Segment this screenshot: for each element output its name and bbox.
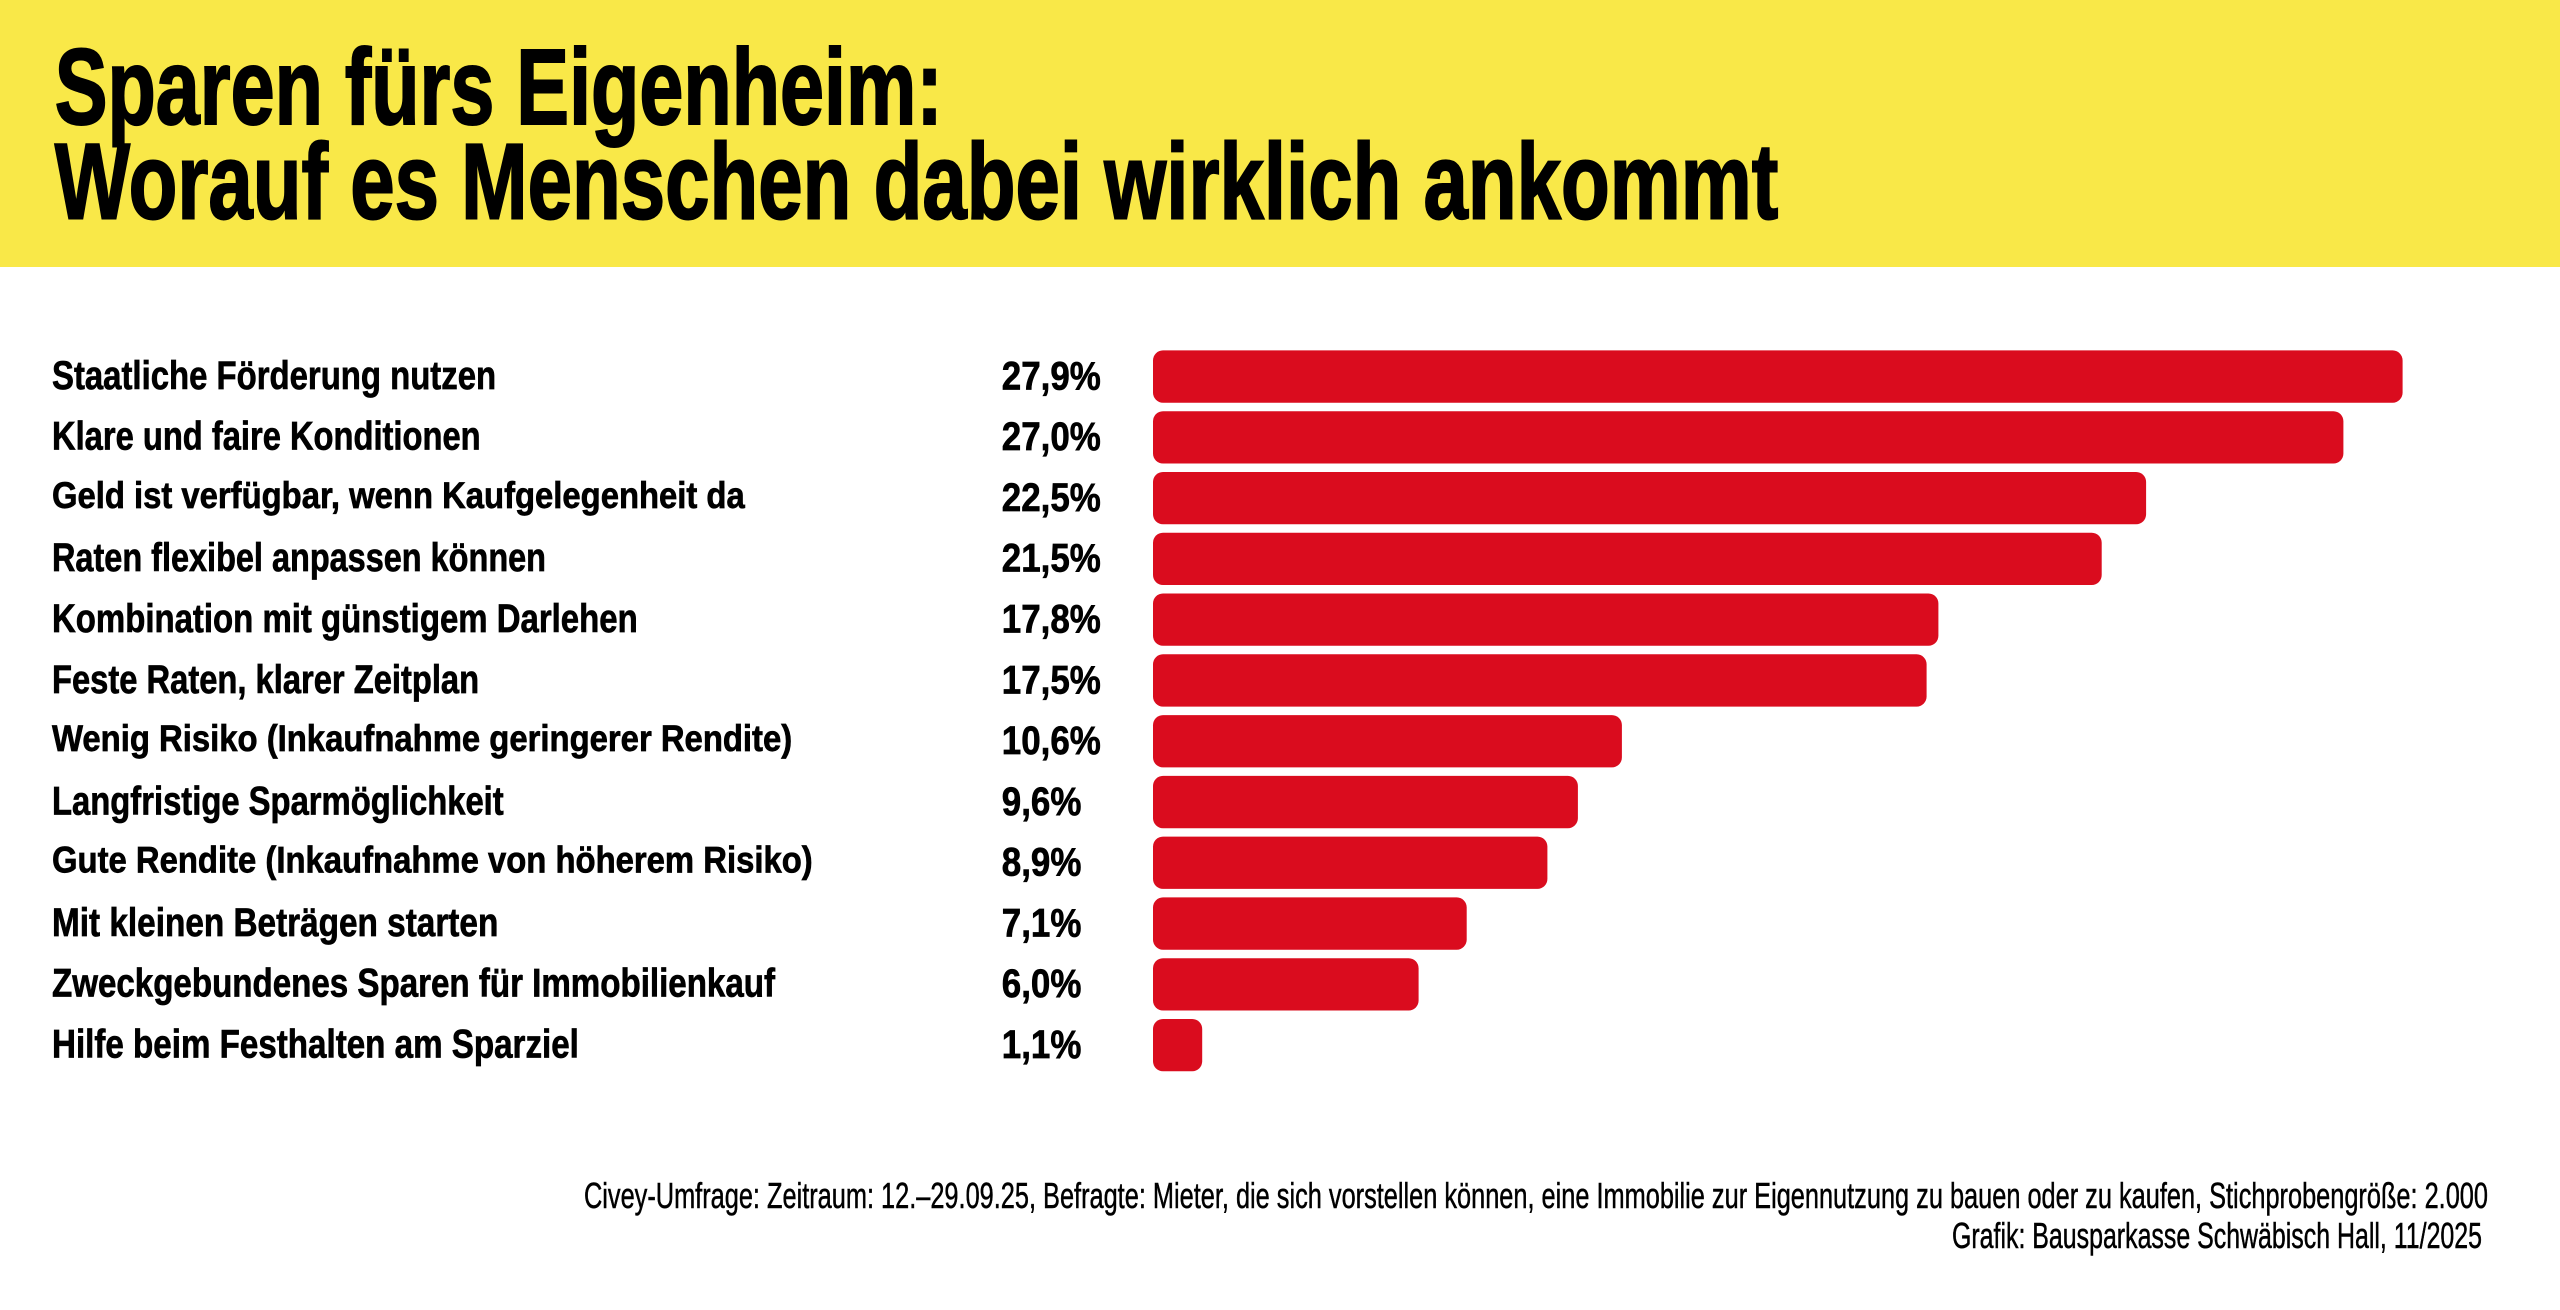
svg-text:27,0%: 27,0% bbox=[1002, 414, 1101, 459]
svg-text:Raten flexibel anpassen können: Raten flexibel anpassen können bbox=[52, 535, 546, 580]
svg-text:Civey-Umfrage: Zeitraum: 12.–2: Civey-Umfrage: Zeitraum: 12.–29.09.25, B… bbox=[584, 1176, 2488, 1216]
svg-text:17,5%: 17,5% bbox=[1002, 657, 1101, 702]
svg-text:6,0%: 6,0% bbox=[1002, 961, 1082, 1006]
svg-text:9,6%: 9,6% bbox=[1002, 779, 1082, 824]
svg-text:10,6%: 10,6% bbox=[1002, 718, 1101, 763]
svg-text:Mit kleinen Beträgen starten: Mit kleinen Beträgen starten bbox=[52, 900, 498, 945]
svg-text:Worauf es Menschen dabei wirkl: Worauf es Menschen dabei wirklich ankomm… bbox=[55, 121, 1779, 242]
svg-text:Staatliche Förderung nutzen: Staatliche Förderung nutzen bbox=[52, 353, 496, 398]
svg-text:Klare und faire Konditionen: Klare und faire Konditionen bbox=[52, 414, 481, 459]
svg-text:17,8%: 17,8% bbox=[1002, 597, 1101, 642]
svg-text:Langfristige Sparmöglichkeit: Langfristige Sparmöglichkeit bbox=[52, 778, 504, 823]
svg-text:Sparen fürs Eigenheim:: Sparen fürs Eigenheim: bbox=[55, 26, 943, 147]
svg-text:Wenig Risiko (Inkaufnahme geri: Wenig Risiko (Inkaufnahme geringerer Ren… bbox=[52, 718, 792, 759]
svg-text:Geld ist verfügbar, wenn Kaufg: Geld ist verfügbar, wenn Kaufgelegenheit… bbox=[52, 475, 745, 516]
svg-text:Hilfe beim Festhalten am Sparz: Hilfe beim Festhalten am Sparziel bbox=[52, 1022, 579, 1067]
svg-text:Zweckgebundenes Sparen für Imm: Zweckgebundenes Sparen für Immobilienkau… bbox=[52, 961, 776, 1006]
svg-text:27,9%: 27,9% bbox=[1002, 353, 1101, 398]
svg-text:Gute Rendite (Inkaufnahme von: Gute Rendite (Inkaufnahme von höherem Ri… bbox=[52, 840, 813, 881]
svg-text:Grafik: Bausparkasse Schwäbisc: Grafik: Bausparkasse Schwäbisch Hall, 11… bbox=[1952, 1216, 2482, 1256]
svg-text:21,5%: 21,5% bbox=[1002, 536, 1101, 581]
svg-text:Feste Raten, klarer Zeitplan: Feste Raten, klarer Zeitplan bbox=[52, 657, 479, 702]
svg-text:22,5%: 22,5% bbox=[1002, 475, 1101, 520]
svg-text:Kombination mit günstigem Darl: Kombination mit günstigem Darlehen bbox=[52, 596, 638, 641]
svg-text:7,1%: 7,1% bbox=[1002, 900, 1082, 945]
svg-text:1,1%: 1,1% bbox=[1002, 1022, 1082, 1067]
svg-text:8,9%: 8,9% bbox=[1002, 840, 1082, 885]
